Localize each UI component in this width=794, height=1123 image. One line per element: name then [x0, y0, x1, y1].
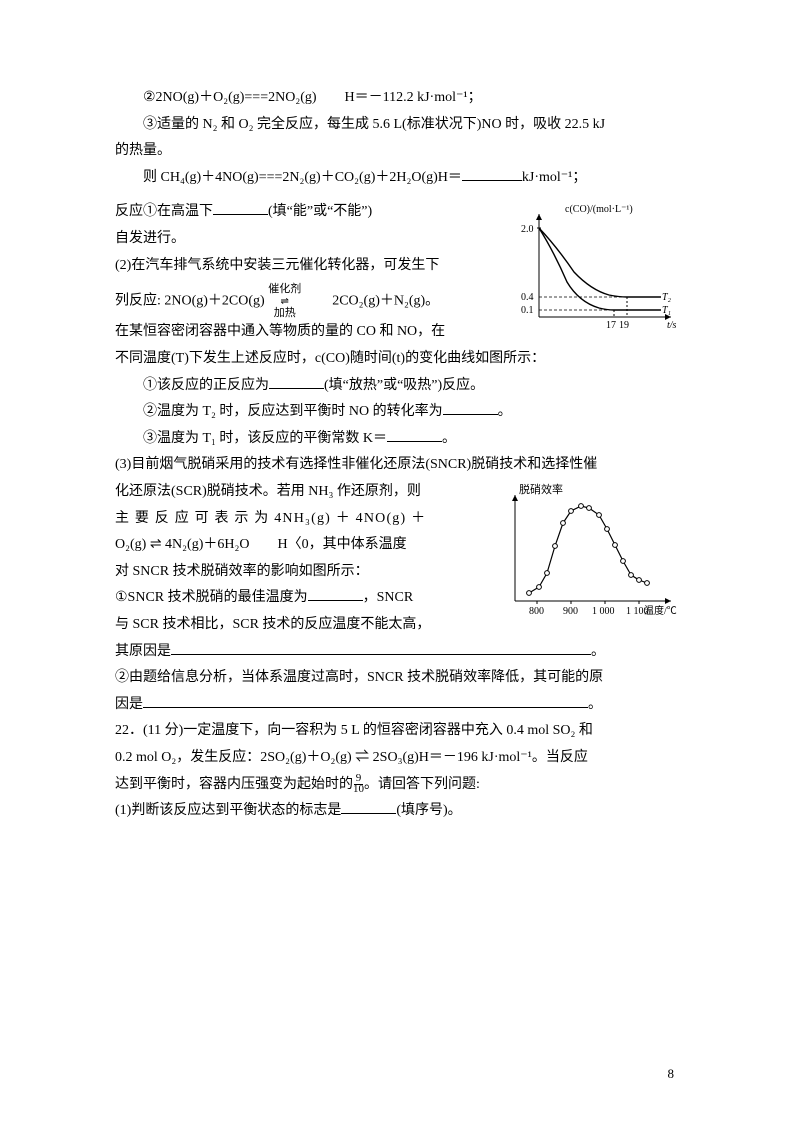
text: 其原因是: [115, 644, 171, 659]
text: 与 SCR 技术相比，SCR 技术的反应温度不能太高，: [115, 617, 430, 632]
blank-besttemp: [308, 587, 363, 601]
co-time-svg: c(CO)/(mol·L⁻¹) 2.0 0.4 0.1 17 19 t/s: [499, 202, 679, 332]
text: 列反应: 2NO(g)＋2CO(g): [115, 294, 265, 309]
text: 化还原法(SCR)脱硝技术。若用 NH₃ 作还原剂，则: [115, 484, 421, 499]
text: ，SNCR: [363, 590, 414, 605]
text: 对 SNCR 技术脱硝效率的影响如图所示：: [115, 564, 369, 579]
sncr-svg: 脱硝效率 800 900 1 000 1 100 温度/℃: [489, 481, 679, 621]
line-25: 0.2 mol O₂，发生反应：2SO₂(g)＋O₂(g) ⇌ 2SO₃(g)H…: [115, 745, 679, 772]
text: ③适量的 N₂ 和 O₂ 完全反应，每生成 5.6 L(标准状况下)NO 时，吸…: [143, 117, 605, 132]
xt-800: 800: [529, 606, 544, 617]
blank-K: [387, 428, 442, 442]
ylabel2: 脱硝效率: [519, 482, 563, 496]
text: 。请回答下列问题:: [364, 777, 480, 792]
line-11: ①该反应的正反应为 (填“放热”或“吸热”)反应。: [115, 373, 679, 400]
blank-conv: [443, 401, 498, 415]
xlabel2: 温度/℃: [644, 604, 677, 617]
line-eq4: 则 CH₄(g)＋4NO(g)===2N₂(g)＋CO₂(g)＋2H₂O(g)H…: [115, 165, 679, 192]
blank-exo: [269, 375, 324, 389]
line-23: 因是 。: [115, 692, 679, 719]
text: (填“放热”或“吸热”)反应。: [324, 378, 484, 393]
ylabel: c(CO)/(mol·L⁻¹): [565, 204, 633, 215]
text: (2)在汽车排气系统中安装三元催化转化器，可发生下: [115, 258, 439, 273]
text: 在某恒容密闭容器中通入等物质的量的 CO 和 NO，在: [115, 324, 445, 339]
text: 22．(11 分)一定温度下，向一容积为 5 L 的恒容密闭容器中充入 0.4 …: [115, 723, 593, 738]
text: 的热量。: [115, 143, 171, 158]
line-eq3b: 的热量。: [115, 138, 679, 165]
xt-900: 900: [563, 606, 578, 617]
line-22: ②由题给信息分析，当体系温度过高时，SNCR 技术脱硝效率降低，其可能的原: [115, 665, 679, 692]
text: 不同温度(T)下发生上述反应时，c(CO)随时间(t)的变化曲线如图所示：: [115, 351, 545, 366]
text: 自发进行。: [115, 231, 185, 246]
text: ③温度为 T₁ 时，该反应的平衡常数 K＝: [143, 431, 387, 446]
text: 反应①在高温下: [115, 204, 213, 219]
page-content: ②2NO(g)＋O₂(g)===2NO₂(g) H＝－112.2 kJ·mol⁻…: [115, 85, 679, 825]
text: ①该反应的正反应为: [143, 378, 269, 393]
text: 0.2 mol O₂，发生反应：2SO₂(g)＋O₂(g) ⇌ 2SO₃(g)H…: [115, 750, 588, 765]
text: 主 要 反 应 可 表 示 为 4NH₃(g) ＋ 4NO(g) ＋: [115, 511, 426, 526]
text: 则 CH₄(g)＋4NO(g)===2N₂(g)＋CO₂(g)＋2H₂O(g)H…: [143, 170, 462, 185]
page-number: 8: [668, 1062, 675, 1087]
text: (填“能”或“不能”): [268, 204, 372, 219]
ytick-01: 0.1: [521, 305, 534, 316]
text: ②2NO(g)＋O₂(g)===2NO₂(g) H＝－112.2 kJ·mol⁻…: [143, 90, 482, 105]
chart-co-time: c(CO)/(mol·L⁻¹) 2.0 0.4 0.1 17 19 t/s: [499, 202, 679, 343]
text: O₂(g) ⇌ 4N₂(g)＋6H₂O H〈0，其中体系温度: [115, 537, 407, 552]
text: 2CO₂(g)＋N₂(g)。: [332, 294, 439, 309]
xlabel: t/s: [667, 320, 677, 331]
blank-reason1: [171, 641, 591, 655]
line-12: ②温度为 T₂ 时，反应达到平衡时 NO 的转化率为 。: [115, 399, 679, 426]
text: ①SNCR 技术脱硝的最佳温度为: [115, 590, 308, 605]
text: (填序号)。: [396, 803, 461, 818]
text: 。: [588, 697, 602, 712]
line-14: (3)目前烟气脱硝采用的技术有选择性非催化还原法(SNCR)脱硝技术和选择性催: [115, 452, 679, 479]
text: 。: [498, 404, 512, 419]
blank-reason2: [143, 694, 588, 708]
blank-mark: [341, 800, 396, 814]
t1-label: T₁: [662, 305, 671, 316]
line-13: ③温度为 T₁ 时，该反应的平衡常数 K＝ 。: [115, 426, 679, 453]
blank-H: [462, 167, 522, 181]
chart-sncr: 脱硝效率 800 900 1 000 1 100 温度/℃: [489, 481, 679, 632]
text: ②温度为 T₂ 时，反应达到平衡时 NO 的转化率为: [143, 404, 443, 419]
blank-auto: [213, 201, 268, 215]
line-21: 其原因是 。: [115, 639, 679, 666]
line-27: (1)判断该反应达到平衡状态的标志是 (填序号)。: [115, 798, 679, 825]
ytick-04: 0.4: [521, 292, 534, 303]
t2-label: T₂: [662, 292, 672, 303]
text: 。: [442, 431, 456, 446]
line-eq2: ②2NO(g)＋O₂(g)===2NO₂(g) H＝－112.2 kJ·mol⁻…: [115, 85, 679, 112]
text: kJ·mol⁻¹；: [522, 170, 586, 185]
xtick-19: 19: [619, 320, 629, 331]
line-26: 达到平衡时，容器内压强变为起始时的910。请回答下列问题:: [115, 772, 679, 799]
fraction-9-10: 910: [353, 773, 364, 796]
text: ②由题给信息分析，当体系温度过高时，SNCR 技术脱硝效率降低，其可能的原: [115, 670, 603, 685]
xtick-17: 17: [606, 320, 616, 331]
line-10: 不同温度(T)下发生上述反应时，c(CO)随时间(t)的变化曲线如图所示：: [115, 346, 679, 373]
text: 。: [591, 644, 605, 659]
xt-1000: 1 000: [592, 606, 615, 617]
text: 达到平衡时，容器内压强变为起始时的: [115, 777, 353, 792]
text: (1)判断该反应达到平衡状态的标志是: [115, 803, 341, 818]
line-24: 22．(11 分)一定温度下，向一容积为 5 L 的恒容密闭容器中充入 0.4 …: [115, 718, 679, 745]
text: (3)目前烟气脱硝采用的技术有选择性非催化还原法(SNCR)脱硝技术和选择性催: [115, 457, 597, 472]
line-eq3a: ③适量的 N₂ 和 O₂ 完全反应，每生成 5.6 L(标准状况下)NO 时，吸…: [115, 112, 679, 139]
text: 因是: [115, 697, 143, 712]
catalyst-label: 催化剂 ⇌ 加热: [268, 283, 301, 319]
ytick-2: 2.0: [521, 224, 534, 235]
